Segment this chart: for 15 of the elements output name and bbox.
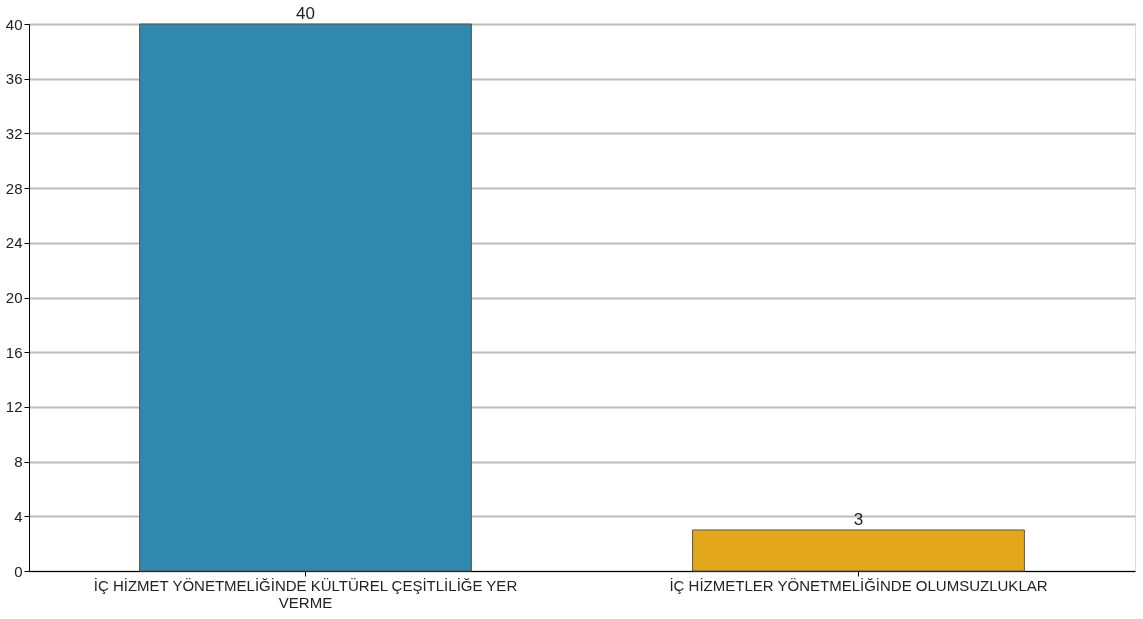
y-tick-label: 32: [5, 124, 23, 142]
y-tick-label: 0: [14, 562, 23, 580]
y-tick-label: 20: [5, 289, 23, 306]
data-label: 3: [853, 509, 864, 529]
y-tick-label: 28: [5, 179, 23, 197]
data-label: 40: [296, 4, 315, 23]
y-tick-label: 36: [5, 70, 23, 88]
y-tick-label: 16: [5, 343, 23, 361]
y-tick-label: 40: [5, 15, 23, 33]
y-tick-label: 12: [5, 398, 23, 416]
x-tick-label: İÇ HİZMETLER YÖNETMELİĞİNDE OLUMSUZLUKLAR: [669, 576, 1048, 594]
y-tick-label: 24: [5, 234, 23, 252]
y-tick-label: 8: [14, 453, 23, 471]
x-tick-label: İÇ HİZMET YÖNETMELİĞİNDE KÜLTÜREL ÇEŞİTLİLİĞE YER VERME: [93, 576, 518, 611]
y-tick-label: 4: [14, 507, 23, 525]
